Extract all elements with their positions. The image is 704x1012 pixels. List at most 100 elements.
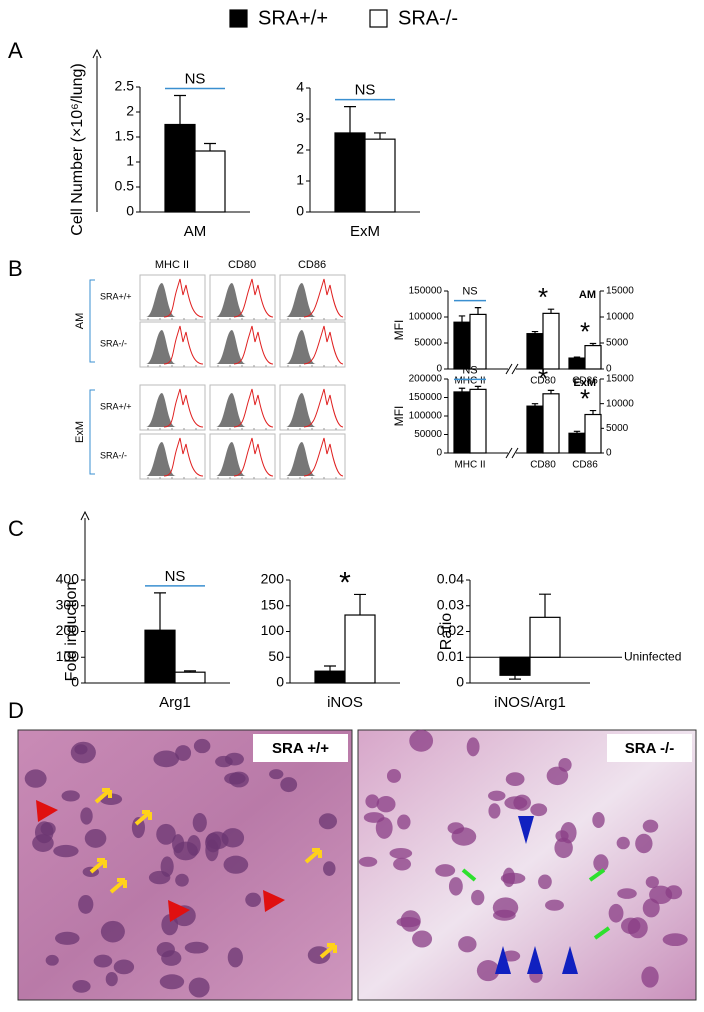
error-bar bbox=[589, 342, 597, 346]
nucleus bbox=[365, 794, 380, 809]
nucleus bbox=[173, 841, 198, 861]
nucleus bbox=[318, 813, 337, 830]
arrow-head bbox=[92, 48, 102, 59]
nucleus bbox=[662, 933, 688, 947]
nucleus bbox=[78, 894, 94, 914]
flow-cell bbox=[209, 433, 276, 480]
y-tick-label: 200000 bbox=[409, 374, 443, 385]
annotation: * bbox=[538, 363, 548, 393]
flow-column-label: MHC II bbox=[155, 259, 189, 271]
y-tick-label: 0.04 bbox=[437, 571, 464, 587]
arrowhead-marker bbox=[168, 900, 190, 922]
nucleus bbox=[635, 833, 653, 854]
y2-tick-label: 10000 bbox=[606, 398, 634, 409]
error-bar bbox=[509, 675, 521, 680]
bar bbox=[144, 629, 176, 684]
y-axis-label: Fold induction bbox=[63, 582, 80, 682]
y2-tick-label: 10000 bbox=[606, 312, 634, 323]
nucleus bbox=[205, 839, 219, 862]
isotype-histogram bbox=[146, 330, 176, 364]
error-bar bbox=[354, 593, 366, 616]
legend-label: SRA+/+ bbox=[258, 7, 328, 29]
bar bbox=[469, 313, 487, 370]
nucleus bbox=[193, 738, 211, 754]
stain-histogram bbox=[163, 388, 204, 428]
panel-letter: B bbox=[8, 256, 23, 281]
nucleus bbox=[215, 755, 233, 768]
bar bbox=[164, 123, 196, 213]
flow-row-label: SRA+/+ bbox=[100, 401, 132, 411]
error-bar bbox=[458, 387, 466, 392]
stain-histogram bbox=[163, 278, 204, 318]
nucleus bbox=[105, 971, 118, 987]
nucleus bbox=[24, 769, 47, 788]
nucleus bbox=[471, 889, 485, 906]
axis-break bbox=[505, 363, 513, 375]
y-tick-label: 0.02 bbox=[437, 622, 464, 638]
bar bbox=[364, 138, 396, 213]
micrograph-label: SRA -/- bbox=[625, 740, 674, 757]
bar bbox=[529, 616, 561, 658]
nucleus bbox=[502, 867, 516, 888]
nucleus bbox=[545, 899, 564, 911]
nucleus bbox=[269, 769, 284, 780]
y-tick-label: 200 bbox=[56, 622, 80, 638]
annotation: NS bbox=[355, 82, 376, 99]
y-tick-label: 0 bbox=[456, 674, 464, 690]
stain-histogram bbox=[303, 388, 344, 428]
nucleus bbox=[34, 821, 54, 844]
arrow-marker bbox=[94, 788, 112, 804]
x-tick-label: AM bbox=[184, 223, 207, 240]
y-tick-label: 400 bbox=[56, 571, 80, 587]
bar bbox=[174, 671, 206, 684]
nucleus bbox=[504, 796, 528, 810]
stain-histogram bbox=[233, 388, 274, 428]
y-tick-label: 0 bbox=[436, 364, 442, 375]
stain-histogram bbox=[233, 437, 274, 477]
micrograph bbox=[357, 729, 697, 1001]
axis-break bbox=[505, 447, 513, 459]
panel-letter: C bbox=[8, 516, 24, 541]
nucleus bbox=[245, 892, 262, 907]
axis-break-gap bbox=[508, 449, 516, 457]
nucleus bbox=[400, 910, 421, 932]
y-tick-label: 0 bbox=[436, 448, 442, 459]
y-tick-label: 50000 bbox=[414, 429, 442, 440]
y-tick-label: 150000 bbox=[409, 286, 443, 297]
stain-histogram bbox=[303, 325, 344, 365]
flow-column-label: CD80 bbox=[228, 259, 256, 271]
nucleus bbox=[74, 744, 88, 755]
y-tick-label: 0.01 bbox=[437, 648, 464, 664]
micrograph-label-box bbox=[253, 734, 348, 762]
nucleus bbox=[488, 803, 501, 819]
y-tick-label: 0 bbox=[296, 203, 304, 219]
nucleus bbox=[159, 974, 185, 990]
y-tick-label: 150 bbox=[261, 596, 285, 612]
isotype-histogram bbox=[286, 283, 316, 317]
nucleus bbox=[188, 977, 210, 998]
flow-cell bbox=[279, 433, 346, 480]
nucleus bbox=[466, 737, 480, 757]
bar bbox=[194, 150, 226, 213]
isotype-histogram bbox=[146, 283, 176, 317]
nucleus bbox=[645, 876, 659, 889]
y-tick-label: 0.5 bbox=[115, 178, 135, 194]
y-tick-label: 2 bbox=[296, 141, 304, 157]
arrow-marker bbox=[588, 868, 606, 882]
nucleus bbox=[80, 807, 93, 825]
nucleus bbox=[223, 855, 249, 874]
nucleus bbox=[153, 750, 180, 768]
nucleus bbox=[148, 870, 171, 885]
nucleus bbox=[435, 864, 456, 877]
nucleus bbox=[627, 917, 648, 939]
nucleus bbox=[493, 909, 516, 921]
y2-tick-label: 0 bbox=[606, 448, 612, 459]
nucleus bbox=[546, 766, 569, 786]
y-tick-label: 300 bbox=[56, 596, 80, 612]
flow-cell bbox=[209, 321, 276, 368]
nucleus bbox=[412, 930, 433, 948]
nucleus bbox=[280, 777, 298, 793]
nucleus bbox=[84, 828, 107, 848]
micrograph-label-box bbox=[607, 734, 692, 762]
